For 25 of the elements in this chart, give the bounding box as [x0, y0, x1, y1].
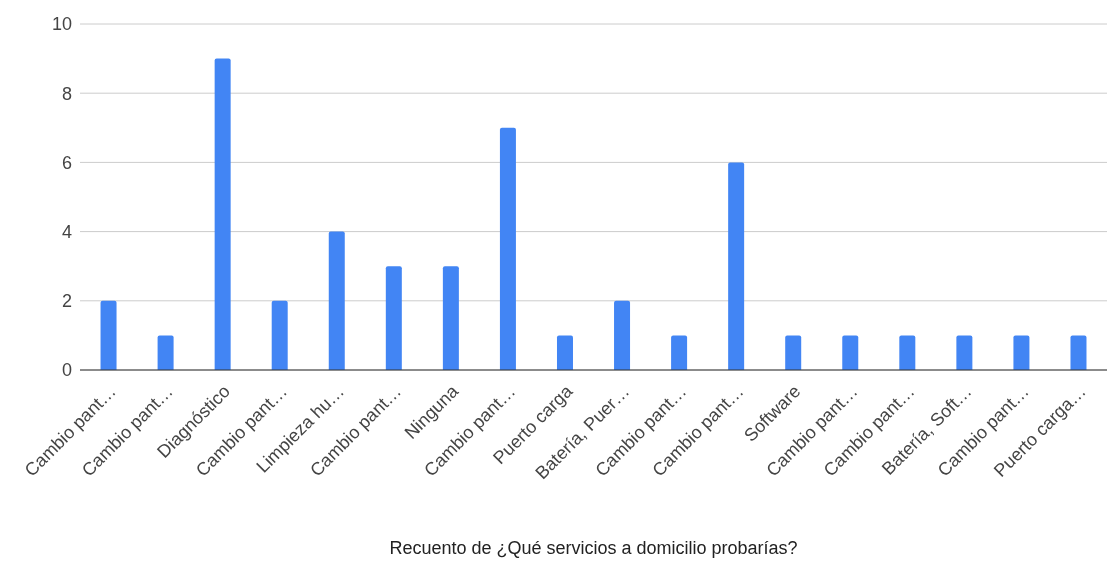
bar [214, 58, 231, 370]
bar [728, 162, 745, 370]
bar [499, 127, 516, 370]
bar [442, 266, 459, 370]
bar [157, 335, 174, 370]
bar [785, 335, 802, 370]
y-tick-label: 10 [51, 14, 72, 35]
y-tick-label: 0 [61, 360, 72, 381]
bar [842, 335, 859, 370]
bar [899, 335, 916, 370]
bar [1070, 335, 1087, 370]
x-axis-title: Recuento de ¿Qué servicios a domicilio probarías? [389, 538, 798, 558]
y-tick-label: 8 [61, 83, 72, 104]
bar [100, 300, 117, 370]
bar [556, 335, 573, 370]
bar [614, 300, 631, 370]
bar [328, 231, 345, 370]
bar [671, 335, 688, 370]
y-tick-label: 6 [61, 152, 72, 173]
bar [956, 335, 973, 370]
bar [271, 300, 288, 370]
y-tick-label: 4 [61, 221, 72, 242]
y-tick-label: 2 [61, 291, 72, 312]
bar [385, 266, 402, 370]
bar [1013, 335, 1030, 370]
